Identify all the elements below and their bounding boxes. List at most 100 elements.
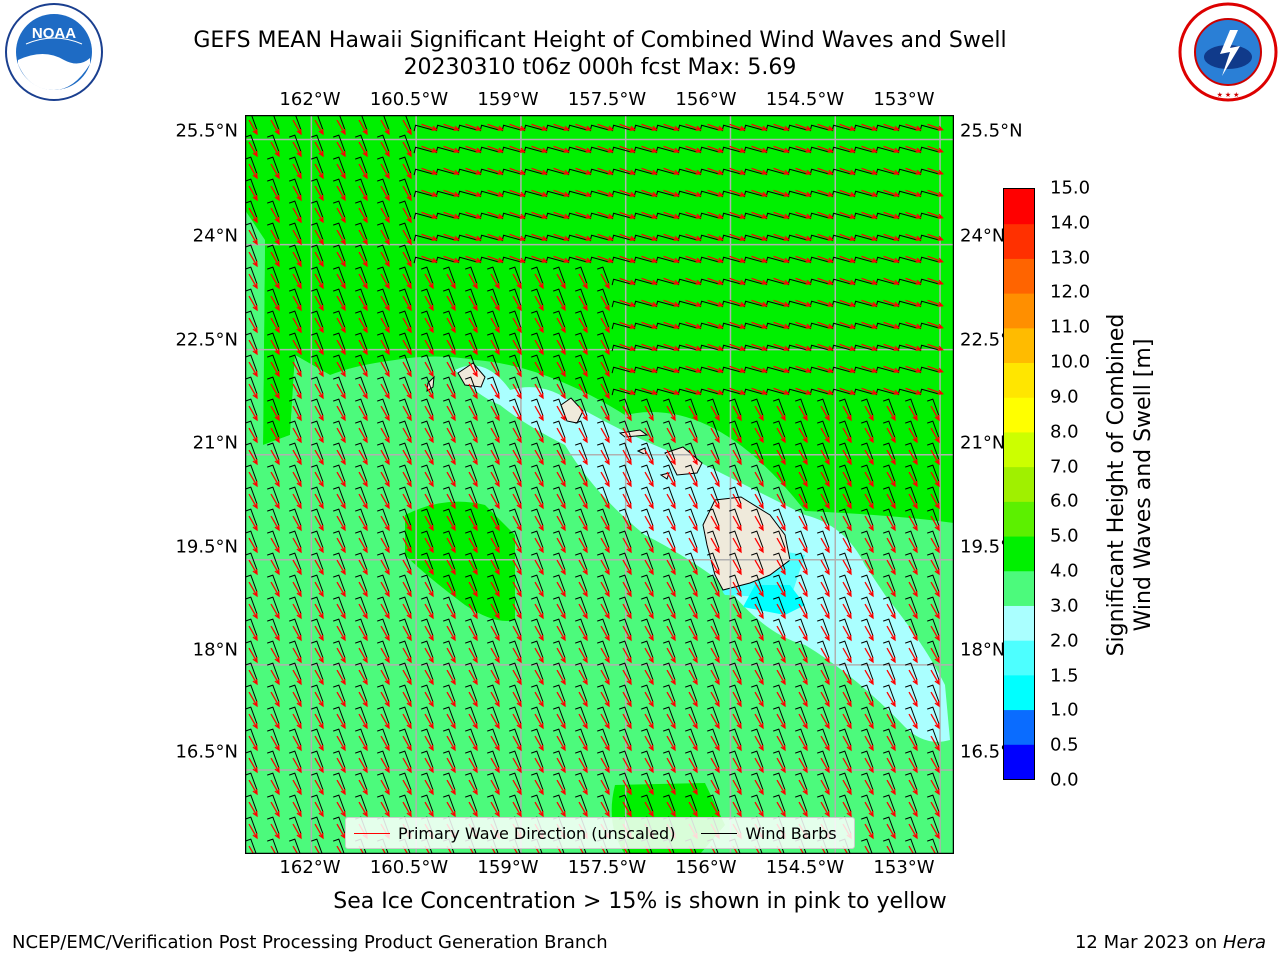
- wind-barb: [663, 772, 676, 791]
- wave-direction-arrow: [688, 713, 698, 730]
- wave-direction-arrow: [509, 145, 526, 153]
- wave-direction-arrow: [707, 387, 724, 395]
- wave-direction-arrow: [622, 537, 632, 554]
- wave-direction-arrow: [314, 317, 324, 334]
- wave-direction-arrow: [553, 167, 570, 175]
- wind-barb: [399, 794, 412, 813]
- wave-direction-arrow: [710, 801, 720, 818]
- wave-direction-arrow: [402, 427, 412, 444]
- wind-barb: [795, 662, 808, 681]
- wave-direction-arrow: [336, 251, 346, 268]
- wave-direction-arrow: [380, 581, 390, 598]
- wind-barb: [663, 684, 676, 703]
- wave-direction-arrow: [270, 823, 280, 840]
- wind-barb: [267, 728, 280, 747]
- wave-direction-arrow: [380, 515, 390, 532]
- wind-barb: [817, 750, 830, 769]
- wave-direction-arrow: [886, 757, 896, 774]
- wind-barb: [641, 772, 654, 791]
- wave-direction-arrow: [644, 669, 654, 686]
- wave-direction-arrow: [512, 669, 522, 686]
- wind-barb: [399, 442, 412, 461]
- wind-barb: [355, 596, 368, 615]
- wave-direction-arrow: [597, 123, 614, 131]
- wave-direction-arrow: [556, 625, 566, 642]
- wave-direction-arrow: [754, 493, 764, 510]
- wave-direction-arrow: [314, 603, 324, 620]
- wave-direction-arrow: [663, 123, 680, 131]
- lon-tick: 154.5°W: [765, 89, 845, 110]
- wave-direction-arrow: [402, 361, 412, 378]
- wind-barb: [245, 574, 258, 593]
- wave-direction-arrow: [619, 299, 636, 307]
- wind-barb: [267, 266, 280, 285]
- wind-barb: [641, 618, 654, 637]
- wind-barb: [399, 354, 412, 373]
- wave-direction-arrow: [842, 449, 852, 466]
- wave-direction-arrow: [685, 299, 702, 307]
- wind-barb: [575, 310, 588, 329]
- wave-direction-arrow: [688, 735, 698, 752]
- wave-direction-arrow: [820, 669, 830, 686]
- wave-direction-arrow: [930, 735, 940, 752]
- wave-direction-arrow: [468, 713, 478, 730]
- wave-direction-arrow: [905, 387, 922, 395]
- wind-barb: [663, 442, 676, 461]
- wind-barb: [333, 640, 346, 659]
- wave-direction-arrow: [358, 295, 368, 312]
- wave-direction-arrow: [553, 123, 570, 131]
- wind-barb: [399, 486, 412, 505]
- wave-direction-arrow: [798, 647, 808, 664]
- wave-direction-arrow: [270, 603, 280, 620]
- wave-direction-arrow: [666, 779, 676, 796]
- wave-direction-arrow: [314, 625, 324, 642]
- wind-barb: [311, 816, 324, 835]
- wave-direction-arrow: [336, 801, 346, 818]
- wave-direction-arrow: [512, 713, 522, 730]
- wave-direction-arrow: [644, 713, 654, 730]
- wave-direction-arrow: [468, 471, 478, 488]
- wind-barb: [289, 486, 302, 505]
- wave-direction-arrow: [773, 123, 790, 131]
- wave-direction-arrow: [839, 167, 856, 175]
- wind-barb: [333, 156, 346, 175]
- wave-direction-arrow: [600, 273, 610, 290]
- wave-direction-arrow: [798, 405, 808, 422]
- wind-barb: [619, 684, 632, 703]
- wind-barb: [575, 728, 588, 747]
- wave-direction-arrow: [663, 145, 680, 153]
- colorbar-tick-label: 1.5: [1050, 665, 1079, 687]
- wave-direction-arrow: [644, 801, 654, 818]
- wind-barb: [575, 574, 588, 593]
- wind-barb: [245, 222, 258, 241]
- wave-direction-arrow: [795, 321, 812, 329]
- wind-barb: [553, 266, 566, 285]
- wind-barb: [487, 332, 500, 351]
- wind-barb: [553, 376, 566, 395]
- wind-barb: [333, 266, 346, 285]
- wind-barb: [553, 332, 566, 351]
- wind-barb: [575, 772, 588, 791]
- wave-direction-arrow: [754, 669, 764, 686]
- wind-barb: [597, 266, 610, 285]
- wave-direction-arrow: [446, 471, 456, 488]
- wind-barb: [465, 420, 478, 439]
- wave-direction-arrow: [908, 405, 918, 422]
- wind-barb: [751, 618, 764, 637]
- wave-direction-arrow: [864, 581, 874, 598]
- wave-direction-arrow: [487, 255, 504, 263]
- wind-barb: [553, 486, 566, 505]
- wave-direction-arrow: [864, 515, 874, 532]
- wind-barb: [465, 442, 478, 461]
- wave-direction-arrow: [754, 713, 764, 730]
- wave-direction-arrow: [512, 647, 522, 664]
- wave-direction-arrow: [773, 277, 790, 285]
- wave-direction-arrow: [490, 603, 500, 620]
- wind-barb: [729, 508, 742, 527]
- wave-direction-arrow: [512, 801, 522, 818]
- wave-direction-arrow: [688, 801, 698, 818]
- wave-direction-arrow: [531, 123, 548, 131]
- wind-barb: [597, 706, 610, 725]
- wind-barb: [927, 772, 940, 791]
- lon-tick: 160.5°W: [369, 89, 449, 110]
